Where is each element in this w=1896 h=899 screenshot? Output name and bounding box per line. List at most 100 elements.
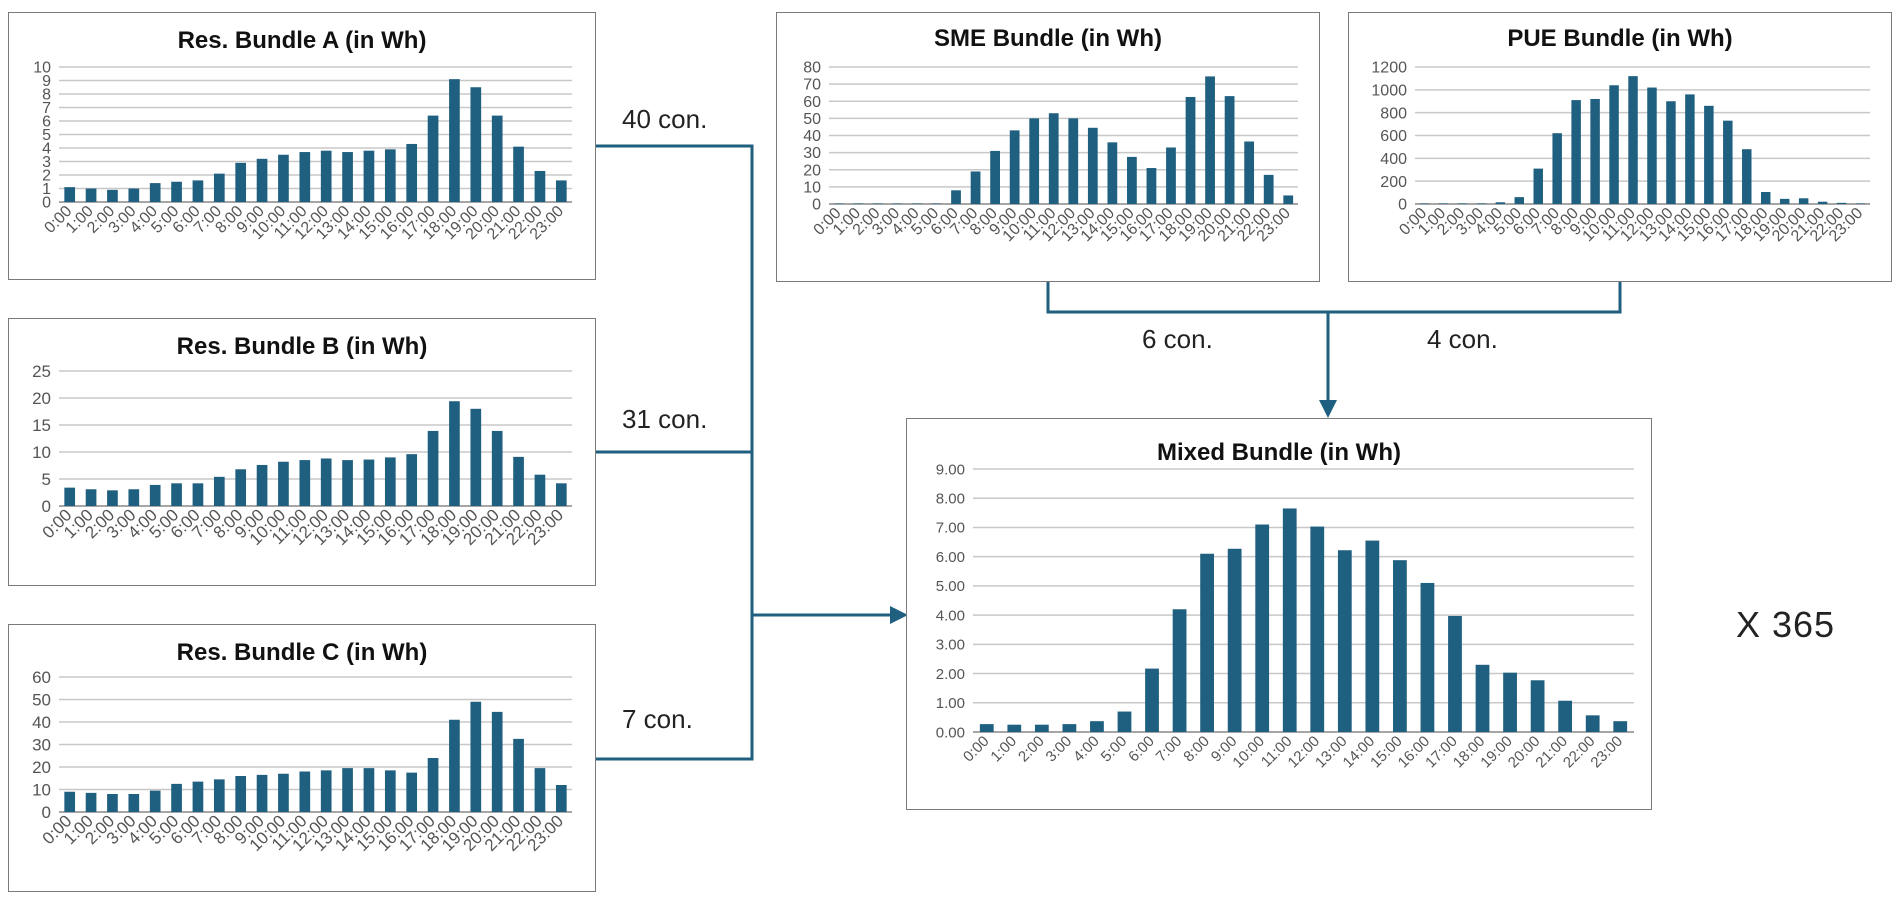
bar-4-00: [149, 790, 161, 812]
y-tick-label: 20: [32, 389, 51, 408]
bar-23-00: [1855, 203, 1866, 204]
bar-0-00: [979, 724, 994, 732]
bar-14-00: [363, 459, 375, 506]
y-tick-label: 600: [1380, 128, 1407, 145]
res-bundle-c-chart: Res. Bundle C (in Wh) 0 10 20 30 40 50 60 0:00 1…: [8, 624, 596, 892]
chart-plot: 05101520250:001:002:003:004:005:006:007:…: [32, 362, 572, 549]
bar-4-00: [1495, 202, 1506, 204]
y-tick-label: 5: [42, 470, 51, 489]
chart-title: Res. Bundle B (in Wh): [176, 333, 428, 360]
bar-4-00: [149, 183, 161, 202]
bar-12-00: [320, 150, 332, 202]
chart-title: Mixed Bundle (in Wh): [1157, 439, 1401, 466]
bar-17-00: [427, 115, 439, 202]
y-tick-label: 50: [803, 111, 821, 128]
res-bundle-b-chart: Res. Bundle B (in Wh) 0 5 10 15 20 25 0:00 1:00…: [8, 318, 596, 586]
bar-2-00: [107, 189, 118, 202]
bar-7-00: [213, 476, 225, 506]
x-tick-label: 6:00: [1125, 733, 1158, 766]
bar-5-00: [171, 181, 182, 202]
bar-1-00: [1007, 724, 1022, 732]
bar-18-00: [1760, 192, 1771, 204]
bar-11-00: [1628, 76, 1638, 204]
bar-10-00: [278, 461, 289, 506]
bar-0-00: [833, 203, 844, 204]
bar-13-00: [342, 768, 353, 812]
bar-1-00: [853, 203, 864, 204]
annual-multiplier-label: X 365: [1736, 604, 1836, 645]
bar-2-00: [107, 490, 118, 506]
y-tick-label: 0: [42, 195, 51, 212]
bar-2-00: [1457, 203, 1468, 204]
y-tick-label: 8: [42, 87, 51, 104]
res-c-connections-label: 7 con.: [622, 704, 693, 734]
bar-8-00: [1571, 100, 1581, 204]
chart-plot: 0.00 1.00 2.00 3.00 4.00 5.00 6.00 7.00 8.00 9.00…: [936, 461, 1634, 772]
y-tick-label: 30: [32, 735, 51, 754]
y-tick-label: 80: [803, 60, 821, 77]
bar-20-00: [1530, 680, 1545, 732]
bar-12-00: [320, 458, 332, 506]
bar-5-00: [931, 203, 942, 204]
connector-res-a: [596, 144, 754, 615]
bar-19-00: [470, 87, 482, 202]
bar-18-00: [449, 401, 460, 506]
bar-7-00: [213, 779, 225, 812]
bar-1-00: [85, 188, 97, 202]
y-tick-label: 200: [1380, 174, 1407, 191]
y-tick-label: 0: [42, 497, 51, 516]
bar-19-00: [1205, 76, 1215, 204]
bar-20-00: [491, 711, 503, 812]
connector-sme: [1046, 282, 1622, 314]
bar-3-00: [1476, 203, 1487, 204]
bar-7-00: [213, 173, 225, 202]
y-tick-label: 0: [1398, 197, 1407, 214]
chart-title: PUE Bundle (in Wh): [1507, 25, 1733, 52]
bar-0-00: [64, 487, 76, 506]
bar-5-00: [171, 483, 182, 506]
bar-12-00: [1310, 526, 1325, 732]
y-tick-label: 800: [1380, 105, 1407, 122]
mixed-bundle-chart: Mixed Bundle (in Wh) 0.00 1.00 2.00 3.00 4.0…: [906, 418, 1652, 810]
y-tick-label: 0: [812, 197, 821, 214]
y-tick-label: 60: [803, 94, 821, 111]
bar-13-00: [1337, 550, 1352, 732]
bar-6-00: [951, 190, 961, 204]
bar-6-00: [1145, 668, 1159, 732]
y-tick-label: 7.00: [936, 520, 965, 537]
y-tick-label: 40: [32, 713, 51, 732]
bar-3-00: [1062, 724, 1077, 732]
bar-17-00: [427, 430, 439, 506]
y-tick-label: 7: [42, 100, 51, 117]
bar-21-00: [513, 146, 524, 202]
bar-10-00: [1255, 524, 1270, 732]
x-tick-label: 4:00: [1070, 733, 1103, 766]
bar-17-00: [1166, 147, 1176, 204]
bar-15-00: [384, 770, 396, 812]
bar-0-00: [64, 791, 76, 812]
x-tick-label: 10:00: [1229, 733, 1268, 772]
bar-22-00: [1585, 715, 1600, 732]
bar-12-00: [320, 770, 332, 812]
y-tick-label: 9.00: [936, 461, 965, 478]
bar-3-00: [128, 188, 140, 202]
bar-10-00: [278, 154, 289, 202]
bar-15-00: [1127, 156, 1137, 204]
bar-8-00: [235, 776, 247, 812]
y-tick-label: 400: [1380, 151, 1407, 168]
y-tick-label: 0: [42, 803, 51, 822]
y-tick-label: 3.00: [936, 637, 965, 654]
bar-5-00: [1514, 197, 1525, 204]
bar-19-00: [1503, 672, 1517, 732]
bar-18-00: [449, 79, 460, 202]
bar-18-00: [449, 719, 460, 812]
bar-13-00: [1666, 101, 1676, 204]
y-tick-label: 4.00: [936, 607, 965, 624]
bar-1-00: [85, 792, 97, 812]
sme-connections-label: 6 con.: [1142, 324, 1213, 354]
bar-22-00: [534, 474, 546, 506]
bar-11-00: [299, 771, 311, 812]
bar-0-00: [1419, 203, 1430, 204]
bar-7-00: [1172, 609, 1187, 732]
